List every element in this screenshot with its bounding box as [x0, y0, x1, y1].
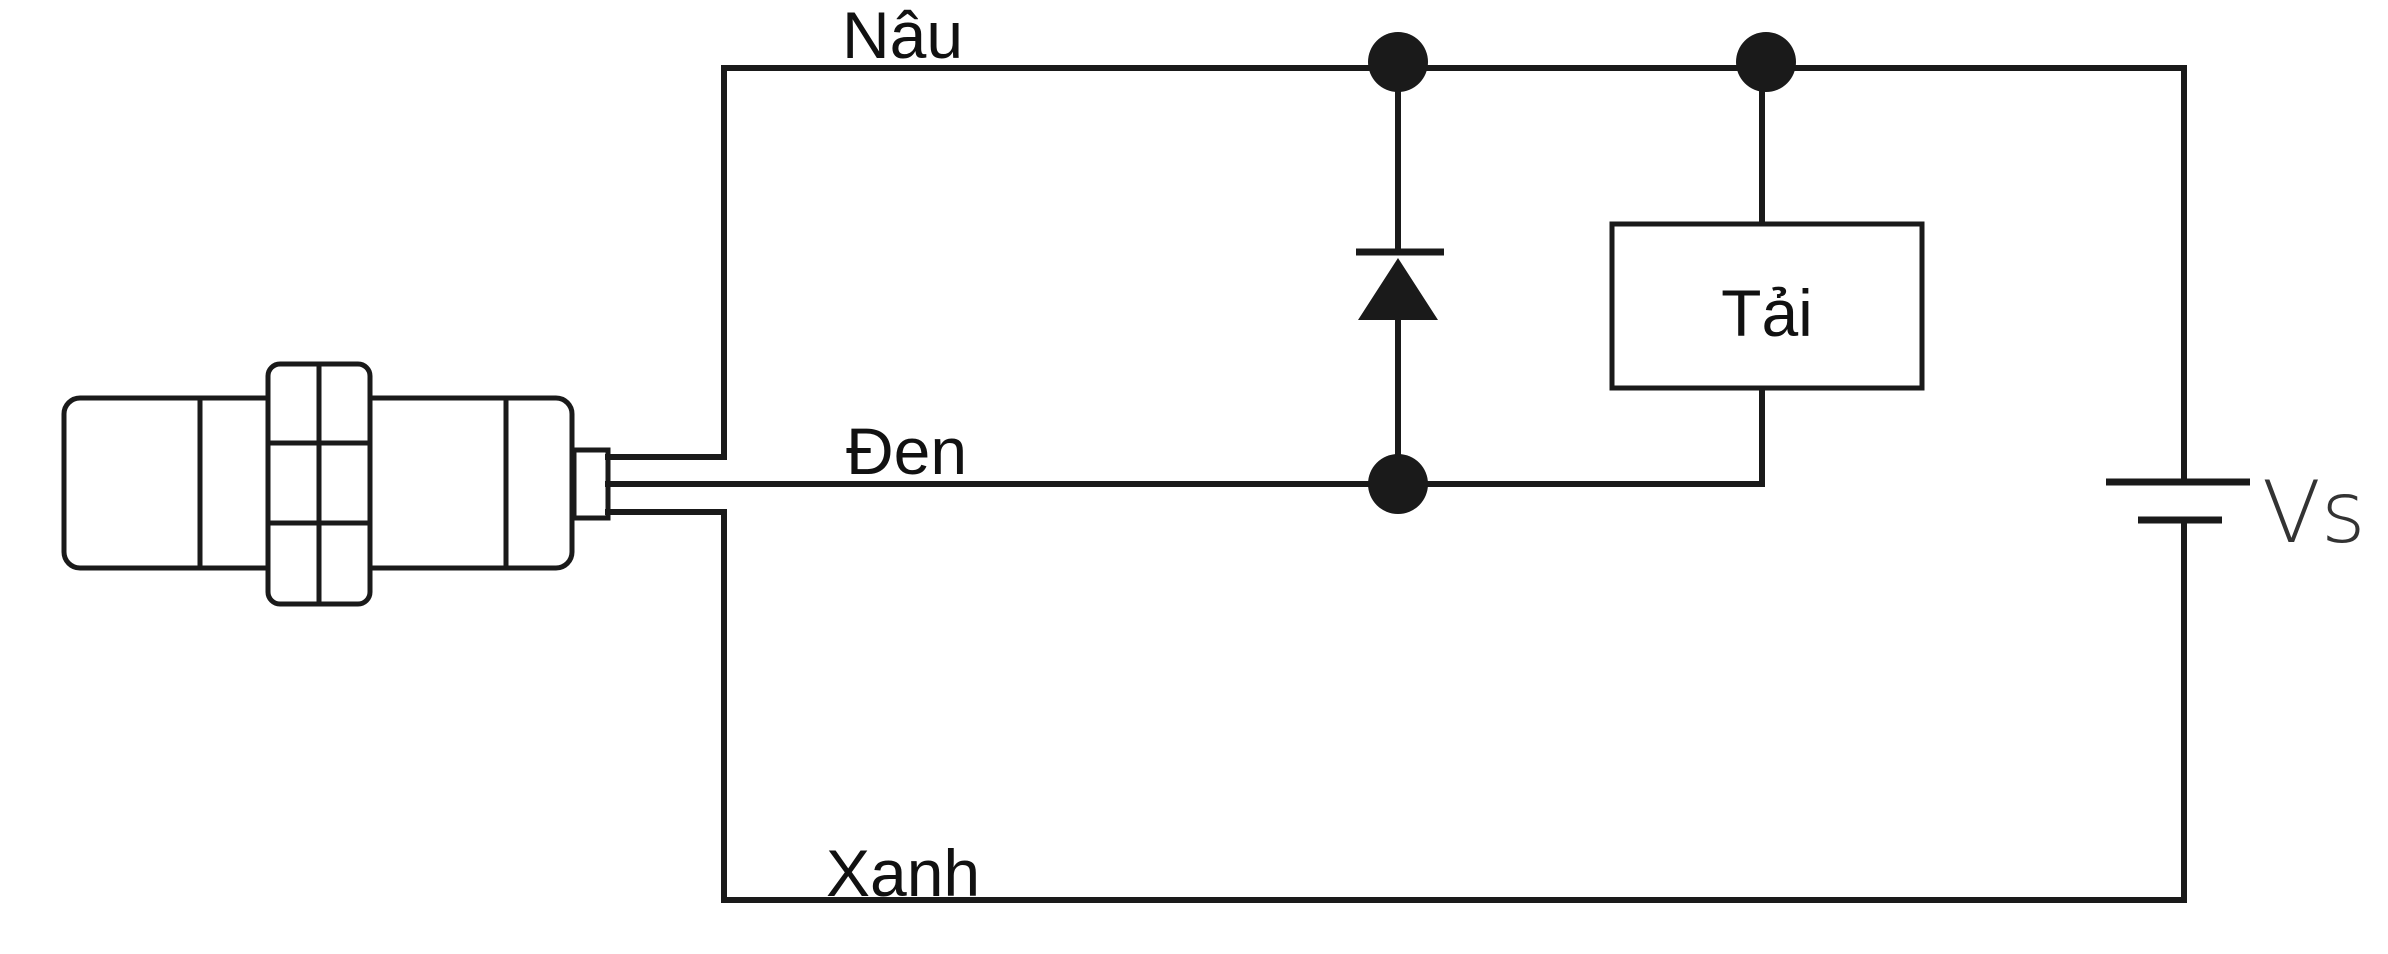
diode-anode-triangle [1358, 258, 1438, 320]
black-wire-label: Đen [846, 414, 967, 488]
diode [1356, 59, 1444, 487]
battery [2100, 65, 2260, 903]
brown-wire-label: Nâu [842, 0, 963, 72]
junction-node-brown-diode [1368, 32, 1428, 92]
junction-node-black-diode [1368, 454, 1428, 514]
sensor-connector [571, 447, 611, 521]
blue-wire-label: Xanh [826, 836, 980, 910]
load-label: Tải [1721, 276, 1813, 350]
proximity-sensor [61, 361, 611, 607]
load: Tải [1609, 59, 1925, 391]
black-wire [605, 385, 1765, 487]
junction-node-brown-load [1736, 32, 1796, 92]
load-box [1609, 221, 1925, 391]
supply-voltage-label: Vs [2262, 463, 2366, 563]
